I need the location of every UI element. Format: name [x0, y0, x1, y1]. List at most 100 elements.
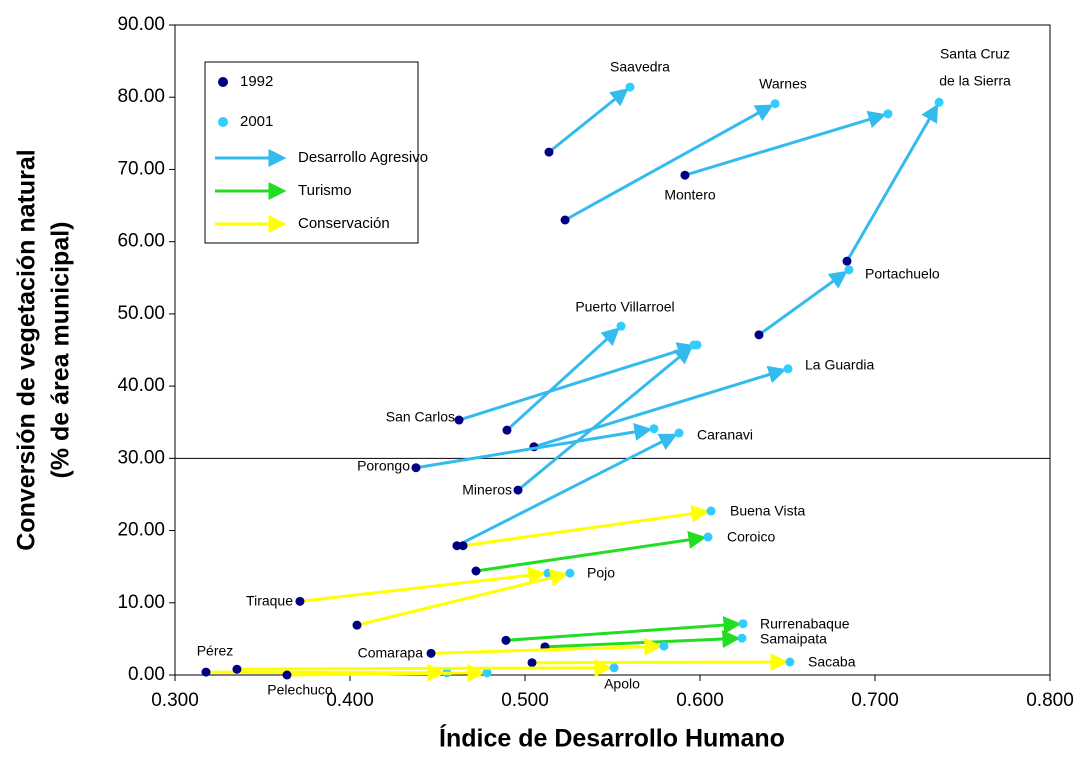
- point-label: Puerto Villarroel: [575, 299, 674, 315]
- change-arrow: [845, 103, 939, 262]
- point-label: Pelechuco: [267, 682, 333, 698]
- change-arrow: [475, 530, 707, 573]
- y-axis-title: Conversión de vegetación natural: [13, 149, 41, 551]
- y-tick-label: 20.00: [117, 520, 165, 541]
- y-tick-label: 50.00: [117, 303, 165, 324]
- point-2001: [738, 619, 748, 629]
- point-1992: [544, 147, 554, 157]
- y-tick-label: 0.00: [128, 664, 165, 685]
- point-1992: [454, 415, 464, 425]
- point-1992: [560, 215, 570, 225]
- point-label: Rurrenabaque: [760, 616, 850, 632]
- legend-label: Desarrollo Agresivo: [298, 149, 428, 166]
- point-2001: [625, 82, 635, 92]
- point-label: San Carlos: [386, 409, 455, 425]
- legend-label: 2001: [240, 113, 273, 130]
- point-1992: [680, 170, 690, 180]
- change-arrow: [548, 88, 629, 154]
- point-2001: [609, 663, 619, 673]
- point-2001: [883, 109, 893, 119]
- change-arrow: [462, 504, 710, 548]
- point-label: Buena Vista: [730, 503, 805, 519]
- legend-label: Conservación: [298, 215, 390, 232]
- point-2001: [649, 424, 659, 434]
- x-tick-label: 0.800: [1026, 690, 1074, 711]
- legend-marker: [218, 117, 228, 127]
- point-1992: [471, 566, 481, 576]
- change-arrow: [356, 569, 569, 627]
- x-tick-label: 0.600: [676, 690, 724, 711]
- change-arrow: [684, 110, 887, 177]
- point-2001: [674, 428, 684, 438]
- change-arrow: [415, 423, 653, 470]
- change-arrow: [544, 630, 741, 649]
- point-label: Montero: [664, 187, 716, 203]
- point-2001: [616, 321, 626, 331]
- change-arrow: [430, 637, 663, 656]
- point-1992: [458, 541, 468, 551]
- point-2001: [706, 506, 716, 516]
- change-arrow: [236, 658, 613, 677]
- y-tick-label: 10.00: [117, 592, 165, 613]
- change-arrow: [505, 327, 620, 432]
- point-1992: [426, 648, 436, 658]
- point-label: Samaipata: [760, 631, 827, 647]
- point-label: Saavedra: [610, 59, 670, 75]
- x-tick-label: 0.700: [851, 690, 899, 711]
- point-2001: [689, 340, 699, 350]
- y-tick-label: 40.00: [117, 375, 165, 396]
- point-label: La Guardia: [805, 357, 874, 373]
- point-label: Pérez: [197, 643, 234, 659]
- change-arrow: [286, 664, 486, 683]
- change-arrow: [456, 433, 678, 548]
- point-1992: [501, 635, 511, 645]
- plot-frame: [174, 24, 1051, 676]
- point-label: Caranavi: [697, 427, 753, 443]
- point-label: Mineros: [462, 482, 512, 498]
- point-2001: [565, 568, 575, 578]
- point-label: Warnes: [759, 76, 807, 92]
- point-label: Sacaba: [808, 654, 856, 670]
- point-2001: [785, 657, 795, 667]
- point-1992: [282, 670, 292, 680]
- point-1992: [513, 485, 523, 495]
- point-label: Apolo: [604, 676, 640, 692]
- change-arrow: [531, 653, 789, 672]
- point-1992: [754, 330, 764, 340]
- point-1992: [502, 425, 512, 435]
- point-2001: [482, 668, 492, 678]
- x-tick-label: 0.400: [326, 690, 374, 711]
- y-tick-label: 30.00: [117, 447, 165, 468]
- legend-marker: [218, 77, 228, 87]
- change-arrow: [505, 616, 742, 642]
- y-tick-label: 80.00: [117, 86, 165, 107]
- change-arrow: [517, 345, 693, 492]
- x-tick-label: 0.300: [151, 690, 199, 711]
- point-1992: [411, 463, 421, 473]
- point-label: de la Sierra: [939, 73, 1011, 89]
- y-tick-label: 60.00: [117, 231, 165, 252]
- legend-label: 1992: [240, 73, 273, 90]
- x-tick-label: 0.500: [501, 690, 549, 711]
- point-label: Tiraque: [246, 593, 293, 609]
- point-2001: [659, 641, 669, 651]
- point-label: Santa Cruz: [940, 46, 1010, 62]
- y-tick-label: 90.00: [117, 14, 165, 35]
- point-2001: [703, 532, 713, 542]
- point-label: Pojo: [587, 565, 615, 581]
- change-arrow: [458, 342, 696, 422]
- point-label: Comarapa: [358, 645, 424, 661]
- point-1992: [232, 664, 242, 674]
- point-1992: [527, 658, 537, 668]
- change-arrow: [564, 104, 774, 222]
- point-label: Portachuelo: [865, 266, 940, 282]
- legend-label: Turismo: [298, 182, 352, 199]
- point-2001: [934, 97, 944, 107]
- point-1992: [842, 256, 852, 266]
- change-arrow: [758, 270, 848, 337]
- point-2001: [844, 265, 854, 275]
- y-axis-title: (% de área municipal): [47, 221, 75, 478]
- point-1992: [201, 667, 211, 677]
- point-2001: [770, 99, 780, 109]
